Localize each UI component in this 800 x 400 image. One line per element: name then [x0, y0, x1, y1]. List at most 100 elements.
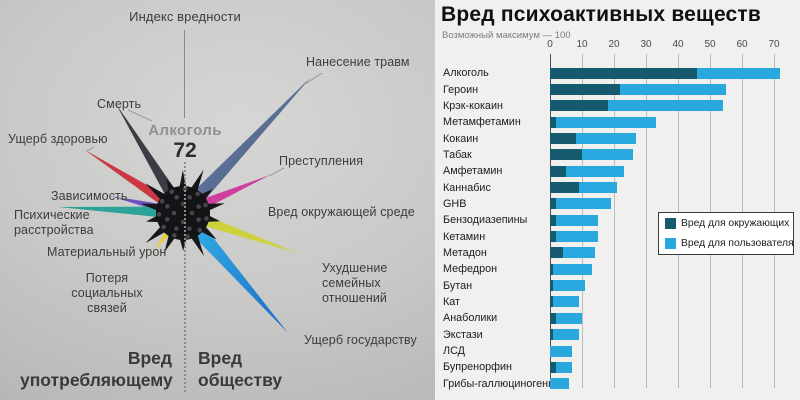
harm-star-diagram: Индекс вредности Нанесение травм Смерть … [0, 0, 435, 400]
bar-segment-users [553, 296, 579, 308]
bar-row: Бупренорфин [435, 359, 800, 375]
label-leader-line [116, 197, 128, 200]
bar-segment-users [562, 247, 595, 259]
plot-area: 0 10 20 30 40 50 60 70 Алкоголь Героин Крэк-кокаин… [435, 0, 800, 400]
bar-segment-others [550, 214, 557, 226]
legend-label-others: Вред для окружающих [681, 218, 790, 229]
bar-row: Крэк-кокаин [435, 98, 800, 114]
substance-label: Крэк-кокаин [443, 99, 503, 112]
label-mental-disorders: Психические расстройства [14, 208, 94, 237]
substance-label: Кокаин [443, 132, 479, 145]
bar-segment-users [550, 378, 570, 390]
index-pointer-line [184, 30, 185, 118]
bar-segment-others [550, 133, 576, 145]
bar-segment-others [550, 231, 557, 243]
bar-segment-others [550, 263, 554, 275]
bar-segment-others [550, 312, 557, 324]
substance-label: Бутан [443, 279, 473, 292]
bar-segment-others [550, 100, 608, 112]
bar-row: ЛСД [435, 343, 800, 359]
bar-row: Метамфетамин [435, 114, 800, 130]
bar-segment-users [556, 231, 598, 243]
label-leader-line [268, 167, 285, 177]
label-state-damage: Ущерб государству [304, 333, 417, 347]
bar-row: Анаболики [435, 310, 800, 326]
x-tick-label: 40 [672, 39, 684, 50]
bar-segment-users [566, 165, 624, 177]
bar-segment-others [550, 280, 554, 292]
bar-segment-users [553, 280, 586, 292]
spike-injury-icon [177, 77, 311, 219]
bar-segment-users [620, 84, 726, 96]
bar-segment-users [697, 67, 781, 79]
label-environment-harm: Вред окружающей среде [268, 205, 415, 219]
label-harm-index: Индекс вредности [129, 9, 241, 24]
substance-label: Мефедрон [443, 263, 498, 276]
x-tick-label: 60 [736, 39, 748, 50]
label-health-damage: Ущерб здоровью [8, 132, 108, 146]
x-tick-label: 20 [608, 39, 620, 50]
bar-segment-others [550, 149, 582, 161]
substance-label: Бензодиазепины [443, 214, 528, 227]
bar-segment-others [550, 165, 566, 177]
bar-segment-others [550, 247, 563, 259]
legend-label-users: Вред для пользователя [681, 238, 794, 249]
substance-label: ЛСД [443, 345, 465, 358]
label-dependence: Зависимость [51, 189, 128, 203]
bar-row: Грибы-галлюциногены [435, 376, 800, 392]
bar-segment-others [550, 361, 557, 373]
substance-label: Амфетамин [443, 165, 503, 178]
bar-row: Табак [435, 147, 800, 163]
bar-row: Кокаин [435, 130, 800, 146]
bar-segment-others [550, 67, 698, 79]
substance-label: Экстази [443, 328, 483, 341]
label-material-loss: Материальный урон [47, 245, 167, 259]
spike-family-icon [176, 207, 288, 333]
footer-harm-to-user: Вред употребляющему [20, 348, 173, 390]
legend-swatch-users-icon [665, 238, 676, 249]
footer-harm-to-society: Вред обществу [198, 348, 283, 390]
bar-row: Героин [435, 81, 800, 97]
bar-row: Кетамин [435, 228, 800, 244]
substance-label: Метадон [443, 246, 487, 259]
spiked-ball-icon [141, 169, 225, 257]
bar-segment-users [556, 361, 573, 373]
user-society-divider-line [184, 162, 186, 392]
bar-segment-others [550, 116, 557, 128]
substance-label: GHB [443, 197, 467, 210]
bar-segment-others [550, 198, 557, 210]
legend-swatch-others-icon [665, 218, 676, 229]
x-tick-label: 0 [547, 39, 553, 50]
bar-segment-users [556, 214, 598, 226]
harm-bar-chart: Вред психоактивных веществ Возможный мак… [435, 0, 800, 400]
legend-item-others: Вред для окружающих [665, 218, 790, 229]
substance-label: Анаболики [443, 312, 498, 325]
bar-row: Бензодиазепины [435, 212, 800, 228]
substance-label: Кетамин [443, 230, 486, 243]
center-substance-name: Алкоголь [148, 122, 222, 139]
bar-row: Метадон [435, 245, 800, 261]
bar-segment-users [553, 329, 579, 341]
label-crime: Преступления [279, 154, 364, 168]
substance-label: Алкоголь [443, 67, 489, 80]
label-family-harm: Ухудшение семейных отношений [322, 261, 388, 305]
bar-row: GHB [435, 196, 800, 212]
legend-item-users: Вред для пользователя [665, 238, 794, 249]
bar-rows: Алкоголь Героин Крэк-кокаин Метамфетамин Кок… [435, 65, 800, 392]
bar-segment-users [575, 133, 637, 145]
center-harm-index-value: 72 [173, 139, 197, 162]
spike-mental-icon [58, 206, 184, 220]
label-leader-line [127, 109, 153, 122]
chart-subtitle: Возможный максимум — 100 [442, 30, 571, 41]
substance-label: Метамфетамин [443, 116, 521, 129]
bar-segment-users [556, 198, 611, 210]
label-leader-line [304, 72, 323, 85]
substance-label: Героин [443, 83, 479, 96]
bar-row: Мефедрон [435, 261, 800, 277]
bar-segment-users [582, 149, 634, 161]
chart-legend: Вред для окружающих Вред для пользовател… [658, 212, 794, 255]
label-leader-line [86, 146, 95, 152]
bar-segment-users [607, 100, 723, 112]
bar-row: Бутан [435, 277, 800, 293]
